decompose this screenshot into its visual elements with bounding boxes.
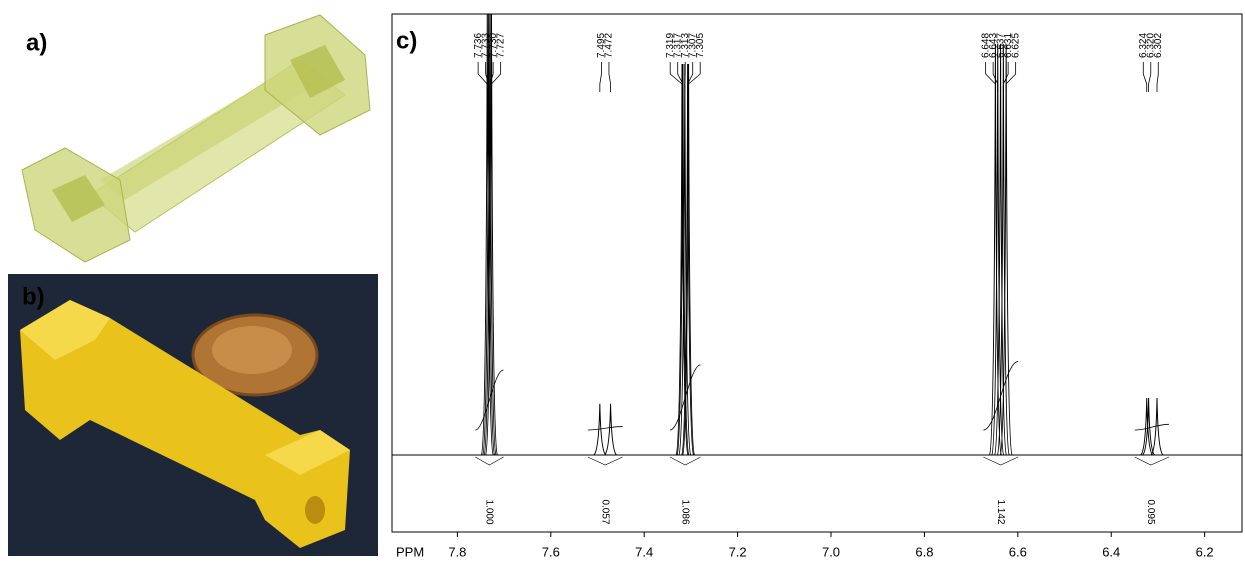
integral-curve bbox=[1135, 424, 1169, 430]
x-tick-label: 7.2 bbox=[729, 544, 747, 559]
panel-b-photo bbox=[8, 274, 378, 556]
peak-connector bbox=[1143, 62, 1146, 92]
x-tick-label: 7.8 bbox=[448, 544, 466, 559]
integral-label: 0.095 bbox=[1145, 499, 1156, 524]
panel-label: b) bbox=[22, 283, 45, 310]
integral-label: 1.086 bbox=[680, 499, 691, 524]
integral-label: 1.142 bbox=[995, 499, 1006, 524]
integral-label: 1.000 bbox=[484, 499, 495, 524]
peak-connector bbox=[1149, 62, 1151, 92]
integral-bracket bbox=[670, 457, 701, 465]
x-tick-label: 6.4 bbox=[1102, 544, 1120, 559]
plot-area bbox=[475, 5, 1169, 455]
integral-label: 0.057 bbox=[600, 499, 611, 524]
panel-label: a) bbox=[26, 29, 47, 56]
integral-curve bbox=[588, 427, 623, 430]
peak-label: 7.305 bbox=[695, 33, 706, 58]
x-tick-label: 6.8 bbox=[915, 544, 933, 559]
peak-connector bbox=[609, 62, 611, 92]
peak-connector bbox=[670, 62, 682, 92]
plot-frame bbox=[392, 14, 1242, 532]
x-tick-label: 6.6 bbox=[1009, 544, 1027, 559]
x-tick-label: 7.4 bbox=[635, 544, 653, 559]
panel-label: c) bbox=[396, 27, 417, 54]
integral-bracket bbox=[588, 457, 623, 465]
peak-connector bbox=[1157, 62, 1158, 92]
peak-label: 6.302 bbox=[1153, 33, 1164, 58]
peak-label: 7.727 bbox=[495, 33, 506, 58]
integral-bracket bbox=[983, 457, 1018, 465]
integral-curve bbox=[475, 370, 503, 430]
integral-bracket bbox=[1135, 457, 1169, 465]
peak-label: 6.625 bbox=[1010, 33, 1021, 58]
peak-connector bbox=[600, 62, 602, 92]
peak-connector bbox=[986, 62, 996, 92]
peak-connector bbox=[1006, 62, 1015, 92]
peak-connector bbox=[689, 62, 701, 92]
peak bbox=[1141, 398, 1153, 455]
x-axis-label: PPM bbox=[396, 544, 424, 559]
x-tick-label: 7.6 bbox=[542, 544, 560, 559]
peak bbox=[605, 404, 617, 455]
integral-bracket bbox=[475, 457, 503, 465]
panel-a-render bbox=[8, 8, 378, 268]
peak-label: 7.472 bbox=[604, 33, 615, 58]
x-tick-label: 7.0 bbox=[822, 544, 840, 559]
x-tick-label: 6.2 bbox=[1196, 544, 1214, 559]
